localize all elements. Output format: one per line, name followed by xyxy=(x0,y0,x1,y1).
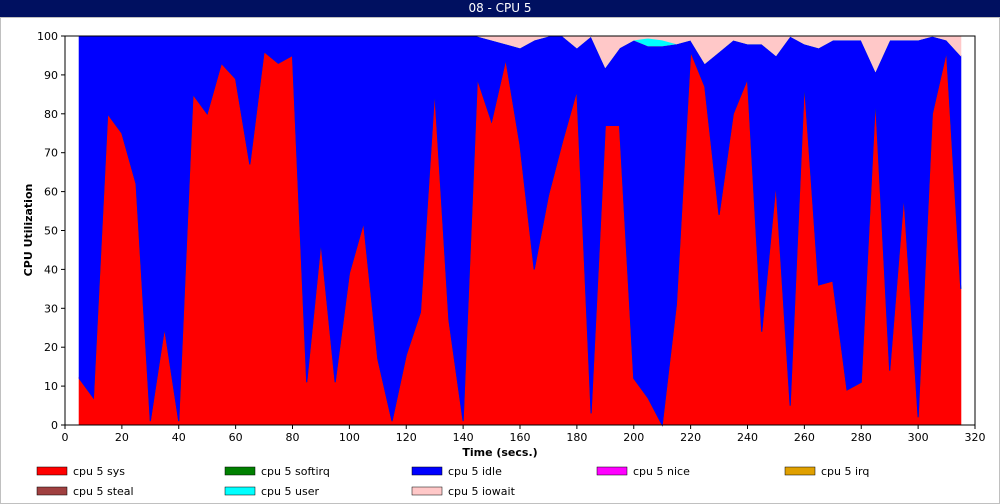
x-tick-label: 280 xyxy=(851,431,872,444)
legend-label: cpu 5 idle xyxy=(448,465,502,478)
y-axis-label: CPU Utilization xyxy=(22,184,35,277)
x-tick-label: 140 xyxy=(453,431,474,444)
legend-label: cpu 5 irq xyxy=(821,465,869,478)
x-tick-label: 0 xyxy=(62,431,69,444)
legend-label: cpu 5 iowait xyxy=(448,485,516,498)
x-tick-label: 20 xyxy=(115,431,129,444)
y-tick-label: 100 xyxy=(37,30,58,43)
title-bar-bg xyxy=(0,0,1000,17)
legend-label: cpu 5 steal xyxy=(73,485,134,498)
legend-swatch xyxy=(224,466,256,476)
x-tick-label: 60 xyxy=(229,431,243,444)
title-bar: 08 - CPU 5 xyxy=(0,0,1000,17)
legend-swatch xyxy=(784,466,816,476)
x-tick-label: 320 xyxy=(965,431,986,444)
chart-title: 08 - CPU 5 xyxy=(468,1,531,15)
legend-label: cpu 5 sys xyxy=(73,465,125,478)
legend-swatch xyxy=(411,486,443,496)
legend-swatch xyxy=(36,486,68,496)
y-tick-label: 70 xyxy=(44,147,58,160)
y-tick-label: 0 xyxy=(51,419,58,432)
x-tick-label: 40 xyxy=(172,431,186,444)
legend-label: cpu 5 nice xyxy=(633,465,690,478)
y-tick-label: 80 xyxy=(44,108,58,121)
y-tick-label: 20 xyxy=(44,341,58,354)
y-tick-label: 90 xyxy=(44,69,58,82)
legend-label: cpu 5 user xyxy=(261,485,319,498)
x-tick-label: 300 xyxy=(908,431,929,444)
x-tick-label: 180 xyxy=(566,431,587,444)
legend-swatch xyxy=(596,466,628,476)
x-tick-label: 240 xyxy=(737,431,758,444)
x-tick-label: 100 xyxy=(339,431,360,444)
legend-swatch xyxy=(36,466,68,476)
legend-label: cpu 5 softirq xyxy=(261,465,330,478)
legend-swatch xyxy=(411,466,443,476)
x-tick-label: 260 xyxy=(794,431,815,444)
y-tick-label: 50 xyxy=(44,225,58,238)
x-tick-label: 160 xyxy=(510,431,531,444)
y-tick-label: 40 xyxy=(44,263,58,276)
y-tick-label: 10 xyxy=(44,380,58,393)
x-axis-label: Time (secs.) xyxy=(462,446,537,459)
x-tick-label: 120 xyxy=(396,431,417,444)
y-tick-label: 60 xyxy=(44,186,58,199)
x-tick-label: 200 xyxy=(623,431,644,444)
y-tick-label: 30 xyxy=(44,302,58,315)
x-tick-label: 80 xyxy=(286,431,300,444)
x-tick-label: 220 xyxy=(680,431,701,444)
legend-swatch xyxy=(224,486,256,496)
